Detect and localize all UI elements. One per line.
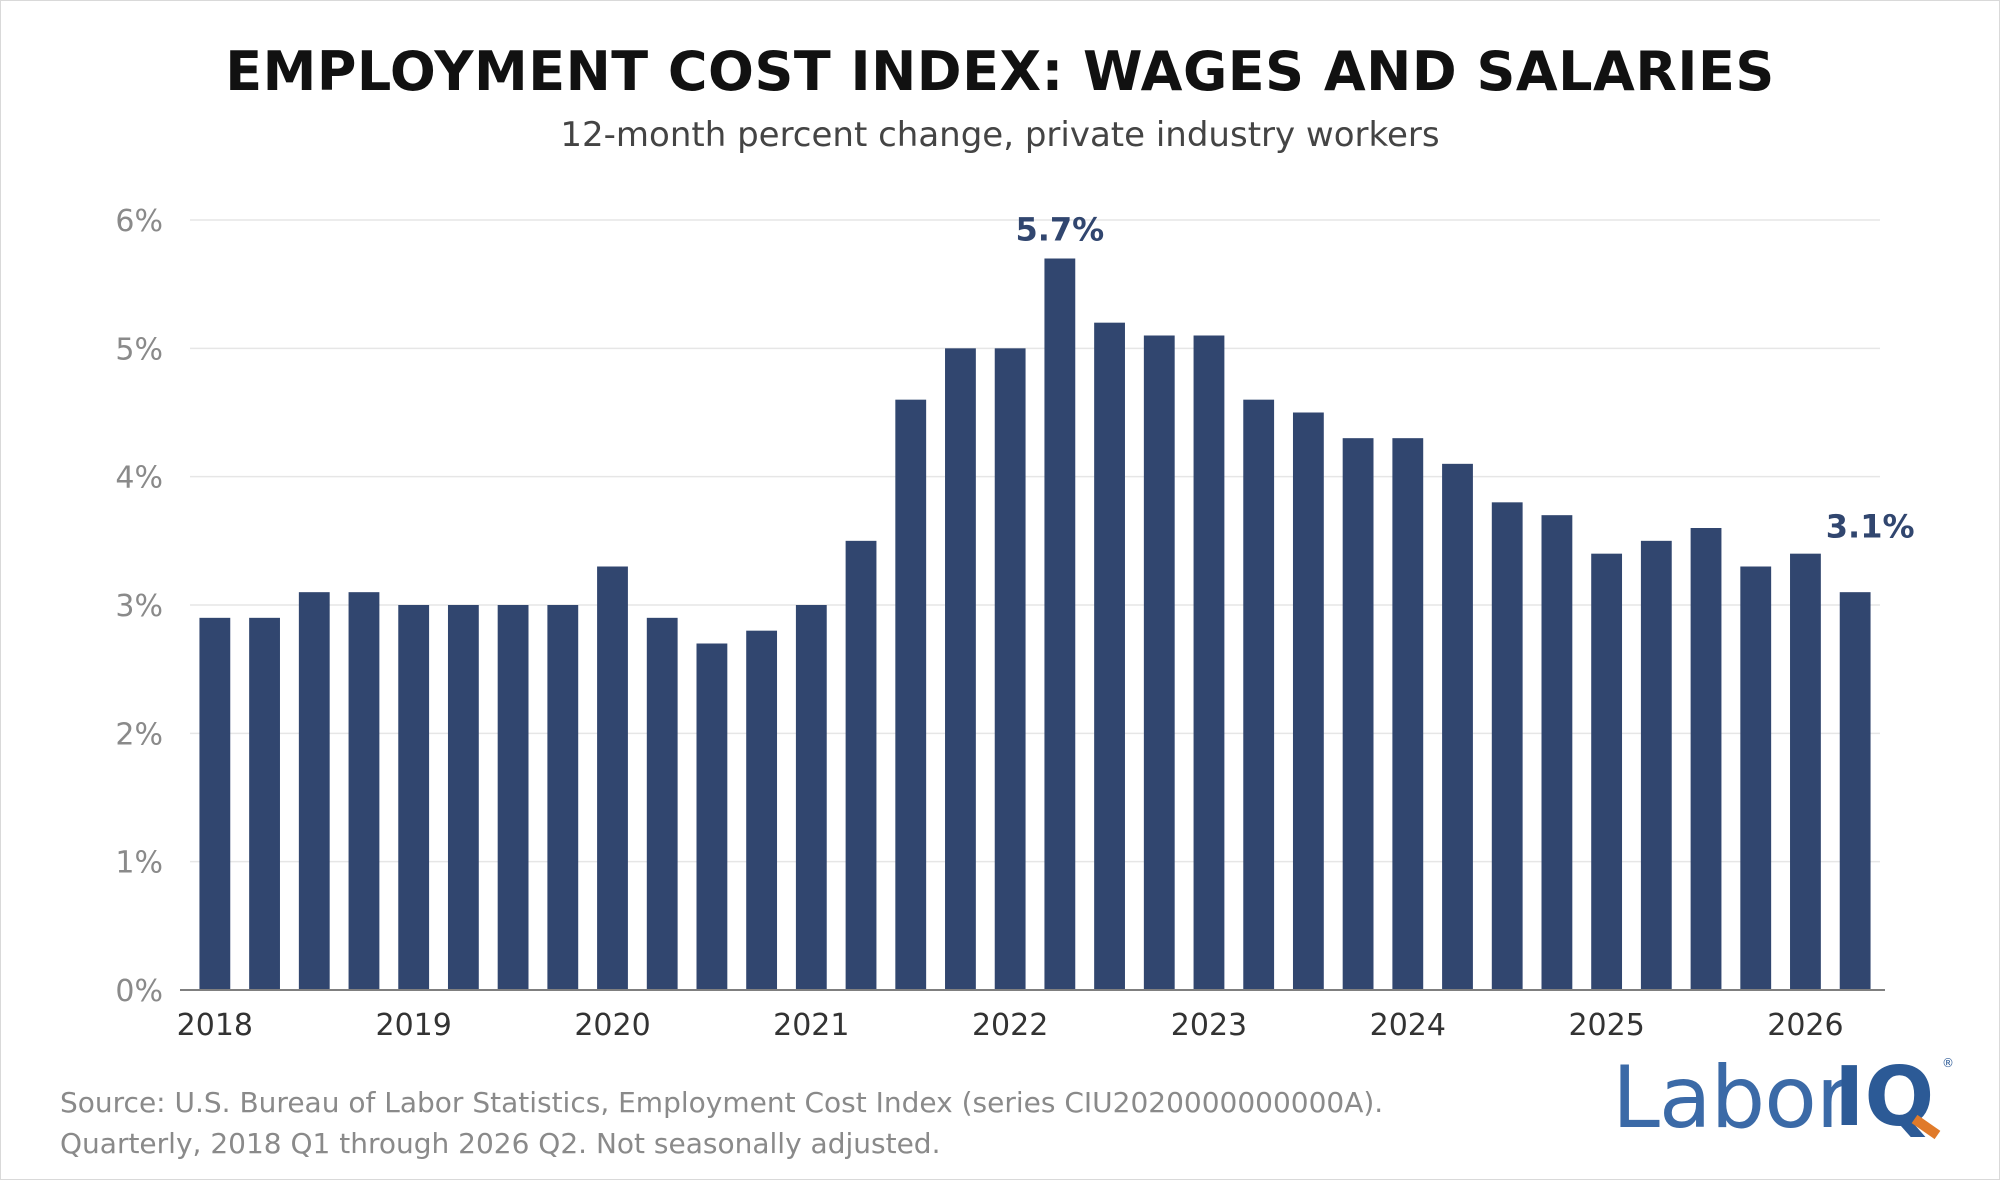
bar (1392, 438, 1424, 990)
bar (249, 617, 280, 990)
x-axis-ticks: 2018 2019 2020 2021 2022 2023 2024 2025 2026 (177, 1008, 1844, 1043)
bar (547, 605, 579, 990)
y-tick-label: 1% (115, 846, 163, 881)
x-tick-label: 2019 (376, 1008, 452, 1043)
x-tick-label: 2021 (773, 1008, 849, 1043)
bar (1094, 322, 1125, 990)
bar (1591, 553, 1623, 990)
bar (795, 605, 827, 990)
bar (1193, 335, 1225, 990)
bar (447, 605, 479, 990)
bar (497, 605, 529, 990)
bar (1541, 515, 1573, 990)
bar (1342, 438, 1374, 990)
y-tick-label: 0% (115, 974, 163, 1009)
bar (696, 643, 728, 990)
data-label: 3.1% (1826, 508, 1915, 546)
bar (1292, 412, 1324, 990)
chart-subtitle: 12-month percent change, private industr… (560, 115, 1440, 155)
logo-text-labor: Labor (1612, 1048, 1851, 1148)
chart-title: EMPLOYMENT COST INDEX: WAGES AND SALARIE… (225, 40, 1775, 103)
x-tick-label: 2026 (1767, 1008, 1843, 1043)
bar (1143, 335, 1175, 990)
bar (746, 630, 778, 990)
source-line-2: Quarterly, 2018 Q1 through 2026 Q2. Not … (60, 1127, 941, 1160)
x-tick-label: 2025 (1568, 1008, 1644, 1043)
bar (1243, 399, 1275, 990)
x-tick-label: 2024 (1370, 1008, 1446, 1043)
bar (895, 399, 927, 990)
bar (348, 592, 380, 990)
x-tick-label: 2022 (972, 1008, 1048, 1043)
source-line-1: Source: U.S. Bureau of Labor Statistics,… (60, 1086, 1384, 1119)
bar (597, 566, 628, 990)
y-tick-label: 6% (115, 204, 163, 239)
bar (994, 348, 1026, 991)
x-tick-label: 2020 (574, 1008, 650, 1043)
laboriq-logo: Labor IQ ® (1612, 1048, 1954, 1148)
bar (298, 592, 330, 990)
bar (1491, 502, 1523, 990)
y-tick-label: 2% (115, 717, 163, 752)
gridlines (190, 219, 1880, 863)
annotations: 5.7% 3.1% (1015, 211, 1914, 546)
bar (945, 348, 976, 991)
bar (845, 540, 877, 990)
data-label: 5.7% (1015, 211, 1104, 249)
bar (1690, 528, 1722, 990)
y-tick-label: 4% (115, 461, 163, 496)
y-tick-label: 3% (115, 589, 163, 624)
x-tick-label: 2023 (1171, 1008, 1247, 1043)
bar (1044, 258, 1076, 990)
source-note: Source: U.S. Bureau of Labor Statistics,… (60, 1082, 1383, 1164)
logo-registered-mark: ® (1942, 1056, 1954, 1070)
bar (398, 605, 430, 990)
bar (1790, 553, 1821, 990)
bars (199, 258, 1871, 991)
bar (199, 617, 231, 990)
bar (1839, 592, 1871, 990)
bar (646, 617, 678, 990)
x-tick-label: 2018 (177, 1008, 253, 1043)
bar (1640, 540, 1672, 990)
y-axis-ticks: 0% 1% 2% 3% 4% 5% 6% (115, 204, 163, 1009)
y-tick-label: 5% (115, 332, 163, 367)
bar (1442, 463, 1473, 991)
bar (1740, 566, 1772, 990)
